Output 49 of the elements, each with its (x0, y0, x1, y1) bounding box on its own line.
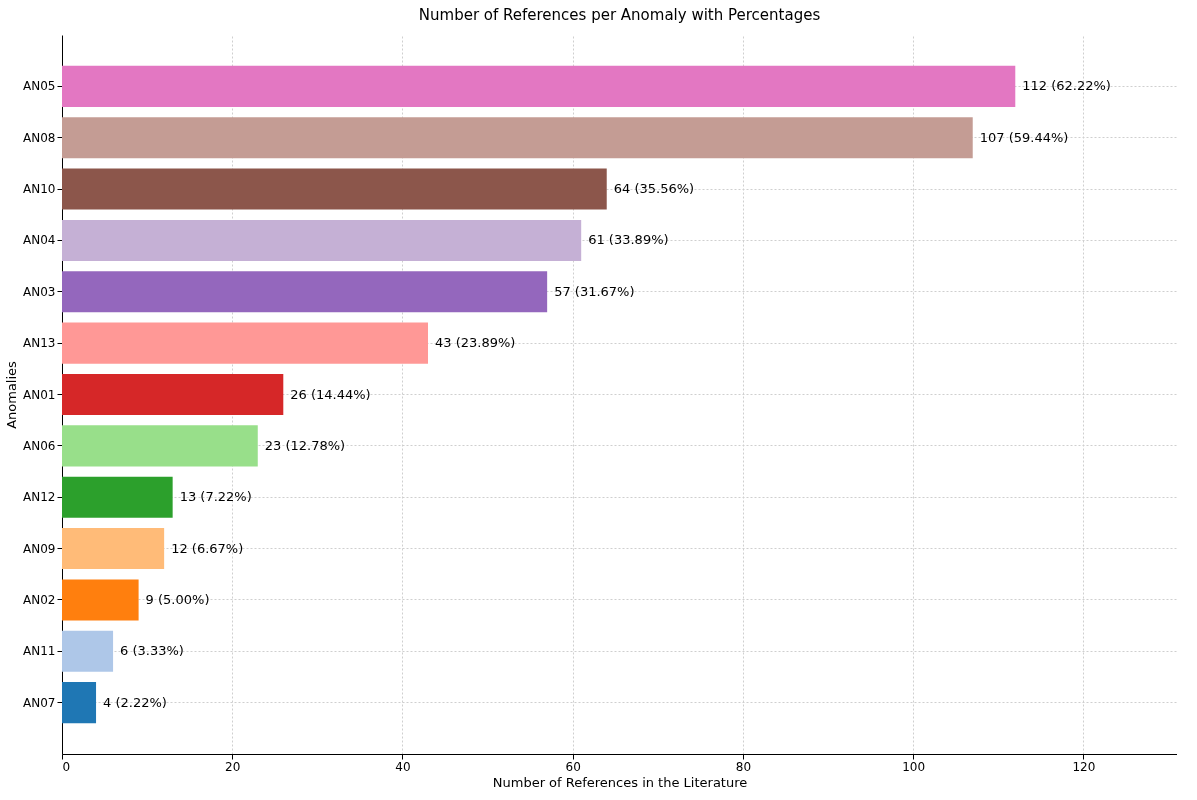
data-label: 26 (14.44%) (290, 386, 371, 402)
y-tick-label: AN07 (23, 695, 56, 710)
y-tick-label: AN03 (23, 284, 56, 299)
data-label: 13 (7.22%) (179, 489, 252, 505)
bar (62, 219, 582, 261)
data-label: 57 (31.67%) (554, 283, 635, 299)
y-axis-title: Anomalies (4, 360, 20, 429)
bar (62, 476, 173, 518)
y-tick-label: AN13 (23, 336, 56, 351)
bar (62, 630, 114, 672)
bar (62, 65, 1016, 107)
data-label: 43 (23.89%) (434, 335, 516, 351)
data-label: 23 (12.78%) (264, 437, 346, 453)
data-label: 9 (5.00%) (145, 591, 210, 607)
bar (62, 373, 284, 416)
y-tick-label: AN08 (23, 130, 56, 145)
x-axis-title: Number of References in the Literature (492, 774, 748, 790)
y-tick-label: AN11 (23, 644, 56, 659)
x-tick-label: 40 (395, 759, 411, 774)
y-tick-label: AN06 (23, 438, 56, 453)
bar (62, 322, 428, 364)
x-tick-label: 80 (735, 759, 752, 774)
bar (62, 117, 973, 159)
x-tick-label: 60 (565, 759, 581, 774)
x-tick-label: 20 (225, 759, 241, 774)
x-tick-label: 0 (62, 759, 71, 774)
y-tick-label: AN01 (23, 387, 56, 402)
x-tick-label: 100 (902, 759, 926, 774)
data-label: 107 (59.44%) (979, 129, 1069, 145)
data-label: 4 (2.22%) (103, 694, 167, 710)
bar (62, 271, 548, 313)
y-tick-label: AN05 (23, 79, 56, 94)
data-label: 112 (62.22%) (1022, 78, 1111, 94)
y-tick-label: AN04 (23, 233, 56, 248)
x-tick-label: 120 (1072, 759, 1096, 774)
bar (62, 425, 258, 467)
data-label: 6 (3.33%) (120, 643, 184, 659)
data-label: 61 (33.89%) (588, 232, 669, 248)
y-tick-label: AN10 (23, 182, 56, 197)
bar (62, 168, 607, 210)
bar (62, 579, 139, 621)
y-tick-label: AN02 (23, 592, 56, 607)
chart-title: Number of References per Anomaly with Percentages (418, 6, 821, 24)
y-tick-label: AN12 (23, 490, 56, 505)
bar (62, 528, 165, 570)
data-label: 64 (35.56%) (613, 181, 695, 197)
y-tick-label: AN09 (23, 541, 56, 556)
bar (62, 682, 97, 724)
data-label: 12 (6.67%) (171, 540, 244, 556)
